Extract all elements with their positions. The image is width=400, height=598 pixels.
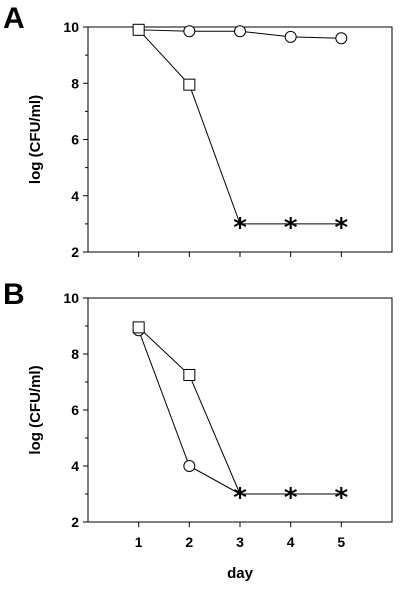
x-tick-label: 4	[287, 534, 295, 550]
y-tick-label: 8	[71, 346, 79, 362]
data-point-star: *	[284, 213, 298, 243]
data-point-star: *	[335, 483, 349, 513]
x-axis-title: day	[227, 565, 254, 582]
data-point-circle	[234, 25, 246, 38]
data-point-square	[183, 78, 196, 91]
y-tick-label: 4	[71, 458, 79, 474]
data-point-circle	[183, 460, 196, 472]
y-tick-label: 2	[71, 244, 79, 260]
panel-a: A 2 4 6 8 10 log (CFU/ml) * * *	[3, 2, 393, 260]
data-point-star: *	[233, 213, 247, 243]
data-point-square	[183, 369, 196, 381]
data-point-circle	[284, 30, 297, 43]
y-tick-label: 2	[71, 514, 79, 530]
x-tick-label: 2	[185, 534, 193, 550]
y-tick-label: 10	[63, 290, 79, 306]
y-tick-label: 6	[71, 132, 79, 148]
y-axis-title: log (CFU/ml)	[27, 365, 44, 454]
y-tick-label: 6	[71, 402, 79, 418]
series-line-square	[138, 29, 241, 225]
x-tick-label: 5	[337, 534, 345, 550]
data-point-star: *	[335, 213, 349, 243]
data-point-star: *	[233, 483, 247, 513]
y-tick-label: 8	[71, 75, 79, 91]
y-axis-title: log (CFU/ml)	[27, 95, 44, 184]
data-point-circle	[335, 32, 348, 45]
y-tick-label: 10	[63, 19, 79, 35]
x-tick-label: 3	[236, 534, 244, 550]
panel-letter: B	[3, 278, 25, 311]
panel-letter: A	[3, 2, 25, 35]
y-tick-label: 4	[71, 188, 79, 204]
data-point-circle	[183, 25, 196, 38]
data-point-square	[132, 23, 145, 36]
data-point-star: *	[284, 483, 298, 513]
x-tick-label: 1	[135, 534, 143, 550]
data-point-square	[132, 321, 145, 334]
